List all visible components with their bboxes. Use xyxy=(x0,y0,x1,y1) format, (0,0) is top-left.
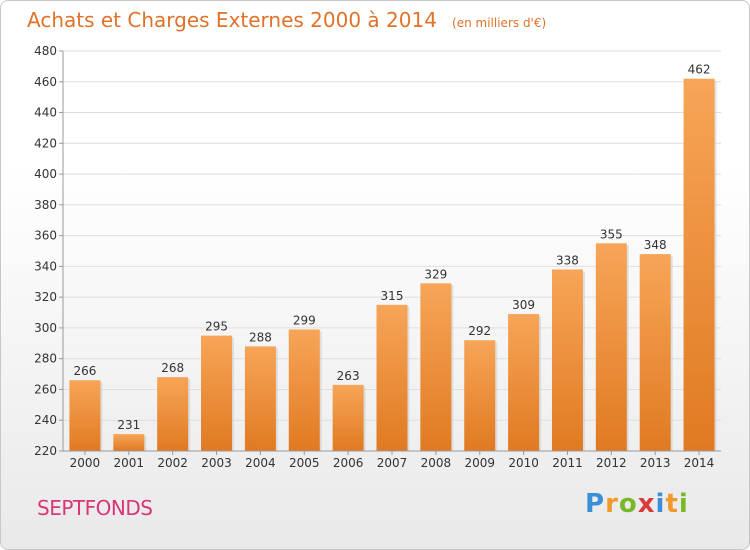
x-tick-label: 2014 xyxy=(684,456,715,470)
data-label: 338 xyxy=(556,253,579,267)
data-label: 268 xyxy=(161,361,184,375)
data-label: 299 xyxy=(293,313,316,327)
y-tick-label: 300 xyxy=(34,321,57,335)
y-tick-label: 440 xyxy=(34,106,57,120)
chart-subtitle: (en milliers d'€) xyxy=(452,16,547,30)
x-tick-label: 2001 xyxy=(114,456,145,470)
data-label: 266 xyxy=(73,364,96,378)
x-tick-label: 2009 xyxy=(464,456,495,470)
x-tick-label: 2002 xyxy=(157,456,188,470)
data-label: 295 xyxy=(205,320,228,334)
y-tick-label: 220 xyxy=(34,444,57,458)
y-tick-label: 400 xyxy=(34,167,57,181)
x-tick-label: 2003 xyxy=(201,456,232,470)
data-label: 462 xyxy=(688,63,711,77)
bar xyxy=(157,377,189,451)
x-tick-label: 2010 xyxy=(508,456,539,470)
x-tick-label: 2008 xyxy=(421,456,452,470)
chart-title-row: Achats et Charges Externes 2000 à 2014 (… xyxy=(27,8,546,32)
x-tick-label: 2012 xyxy=(596,456,627,470)
chart-title: Achats et Charges Externes 2000 à 2014 xyxy=(27,8,437,32)
bar xyxy=(420,283,452,451)
bar xyxy=(376,304,408,451)
data-label: 348 xyxy=(644,238,667,252)
data-label: 231 xyxy=(117,418,140,432)
data-label: 263 xyxy=(337,369,360,383)
bar xyxy=(639,254,671,451)
y-tick-label: 260 xyxy=(34,382,57,396)
place-name: SEPTFONDS xyxy=(37,496,153,520)
bar xyxy=(288,329,320,451)
bar xyxy=(113,434,145,451)
bar xyxy=(244,346,276,451)
x-tick-label: 2004 xyxy=(245,456,276,470)
y-tick-label: 460 xyxy=(34,75,57,89)
x-tick-label: 2013 xyxy=(640,456,671,470)
bar xyxy=(69,380,101,451)
x-tick-label: 2011 xyxy=(552,456,583,470)
y-tick-label: 380 xyxy=(34,198,57,212)
y-tick-label: 480 xyxy=(34,44,57,58)
x-tick-label: 2005 xyxy=(289,456,320,470)
bar xyxy=(201,335,233,451)
bar xyxy=(683,78,715,451)
bar xyxy=(508,314,540,451)
y-tick-label: 320 xyxy=(34,290,57,304)
bar xyxy=(464,340,496,451)
y-tick-label: 340 xyxy=(34,259,57,273)
y-tick-label: 420 xyxy=(34,136,57,150)
x-tick-label: 2006 xyxy=(333,456,364,470)
x-tick-label: 2000 xyxy=(70,456,101,470)
bar xyxy=(551,269,583,451)
data-label: 292 xyxy=(468,324,491,338)
data-label: 355 xyxy=(600,227,623,241)
data-label: 329 xyxy=(424,267,447,281)
y-tick-label: 360 xyxy=(34,229,57,243)
data-label: 288 xyxy=(249,330,272,344)
bar xyxy=(595,243,627,451)
x-tick-label: 2007 xyxy=(377,456,408,470)
data-label: 309 xyxy=(512,298,535,312)
y-tick-label: 280 xyxy=(34,352,57,366)
y-tick-label: 240 xyxy=(34,413,57,427)
proxiti-logo[interactable]: Proxiti xyxy=(585,489,689,519)
data-label: 315 xyxy=(381,289,404,303)
bar xyxy=(332,384,364,451)
